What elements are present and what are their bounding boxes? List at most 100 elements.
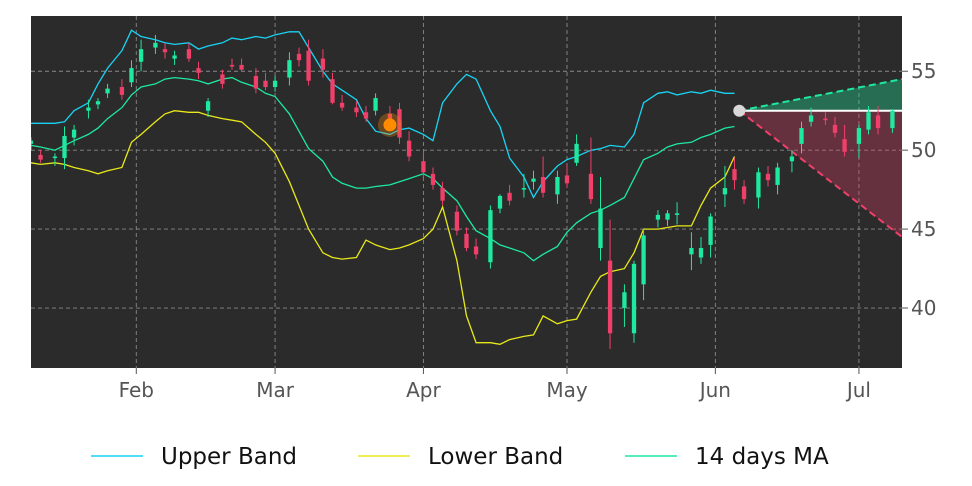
legend-label: 14 days MA — [695, 444, 829, 470]
candle — [808, 107, 814, 127]
markers — [377, 104, 746, 137]
candle — [540, 156, 546, 198]
candle — [31, 137, 34, 151]
candle — [507, 184, 512, 206]
candle-body — [655, 214, 661, 220]
candle-body — [756, 172, 761, 198]
candle-body — [622, 292, 627, 309]
candle — [205, 98, 211, 118]
x-tick-label: Mar — [256, 378, 295, 402]
y-tick-label: 50 — [911, 138, 936, 162]
candle — [799, 121, 804, 154]
candle — [555, 170, 560, 204]
candle — [722, 165, 728, 207]
candle — [823, 112, 828, 125]
candle-body — [296, 53, 302, 61]
x-tick-label: Apr — [406, 378, 441, 402]
candle-body — [741, 186, 747, 200]
candle — [631, 260, 637, 343]
candle-body — [473, 246, 479, 255]
candle — [354, 101, 359, 118]
candle — [119, 79, 125, 100]
legend-label: Lower Band — [428, 444, 563, 470]
legend-item: 14 days MA — [625, 444, 829, 470]
candle-body — [598, 208, 603, 249]
candle — [105, 83, 110, 99]
candle-body — [464, 233, 469, 249]
candle — [229, 58, 235, 70]
candle — [296, 47, 302, 67]
candle — [220, 69, 225, 89]
candle-body — [387, 113, 393, 119]
candle-body — [564, 175, 570, 184]
candle-body — [421, 161, 426, 173]
candle — [196, 61, 201, 80]
candle-body — [162, 49, 168, 53]
candle — [689, 232, 694, 271]
candle — [574, 134, 579, 166]
candle — [440, 181, 445, 206]
candle-body — [287, 60, 292, 78]
axes: 40 45 50 55 Feb Mar Apr May Jun Jul — [119, 59, 937, 402]
legend-item: Upper Band — [91, 444, 297, 470]
candle-body — [406, 140, 412, 157]
candle — [464, 227, 469, 252]
y-tick-label: 55 — [911, 59, 936, 83]
candle — [253, 68, 259, 94]
candle — [674, 202, 680, 225]
candle-body — [875, 115, 881, 129]
candle-body — [129, 68, 134, 83]
candle — [162, 42, 168, 59]
candle — [890, 109, 895, 133]
candle-body — [631, 263, 637, 334]
candle — [842, 124, 847, 157]
forecast-up-area — [739, 79, 902, 111]
candle-body — [52, 156, 58, 159]
candle-body — [263, 80, 268, 88]
candle-body — [789, 156, 795, 162]
candle — [698, 236, 704, 264]
candle — [138, 39, 144, 72]
candle-body — [253, 75, 259, 89]
candle-body — [708, 216, 713, 245]
candle-body — [363, 112, 369, 119]
candle-body — [272, 80, 278, 88]
candle-body — [689, 248, 694, 255]
candle — [339, 94, 345, 111]
candle-body — [775, 167, 780, 185]
candle — [454, 205, 460, 236]
candle-body — [138, 49, 144, 62]
candle-body — [320, 58, 326, 70]
candle-body — [698, 248, 704, 258]
candle-body — [588, 173, 594, 200]
candle-body — [239, 64, 244, 70]
candle-body — [808, 115, 814, 122]
x-tick-label: May — [546, 378, 588, 402]
candle — [430, 167, 436, 190]
legend-label: Upper Band — [161, 444, 297, 470]
candle — [655, 210, 661, 228]
candle-body — [86, 107, 91, 111]
candle — [789, 150, 795, 173]
y-tick-label: 45 — [911, 217, 936, 241]
candle-body — [765, 173, 771, 181]
candle — [866, 105, 871, 135]
candle-body — [440, 188, 445, 201]
x-tick-label: Feb — [119, 378, 154, 402]
forecast-lower-line — [738, 109, 902, 238]
candle-body — [330, 79, 335, 103]
candle — [622, 284, 627, 327]
legend-item: Lower Band — [358, 444, 563, 470]
candle-body — [488, 210, 493, 263]
candle — [52, 153, 58, 166]
candle-body — [339, 102, 345, 108]
candle-body — [665, 213, 670, 220]
band-lines — [31, 29, 736, 345]
candle — [521, 173, 527, 198]
candle — [732, 158, 737, 190]
candle — [38, 150, 43, 163]
candle — [531, 170, 536, 190]
candle — [588, 137, 594, 204]
x-tick-label: Jul — [845, 378, 871, 402]
